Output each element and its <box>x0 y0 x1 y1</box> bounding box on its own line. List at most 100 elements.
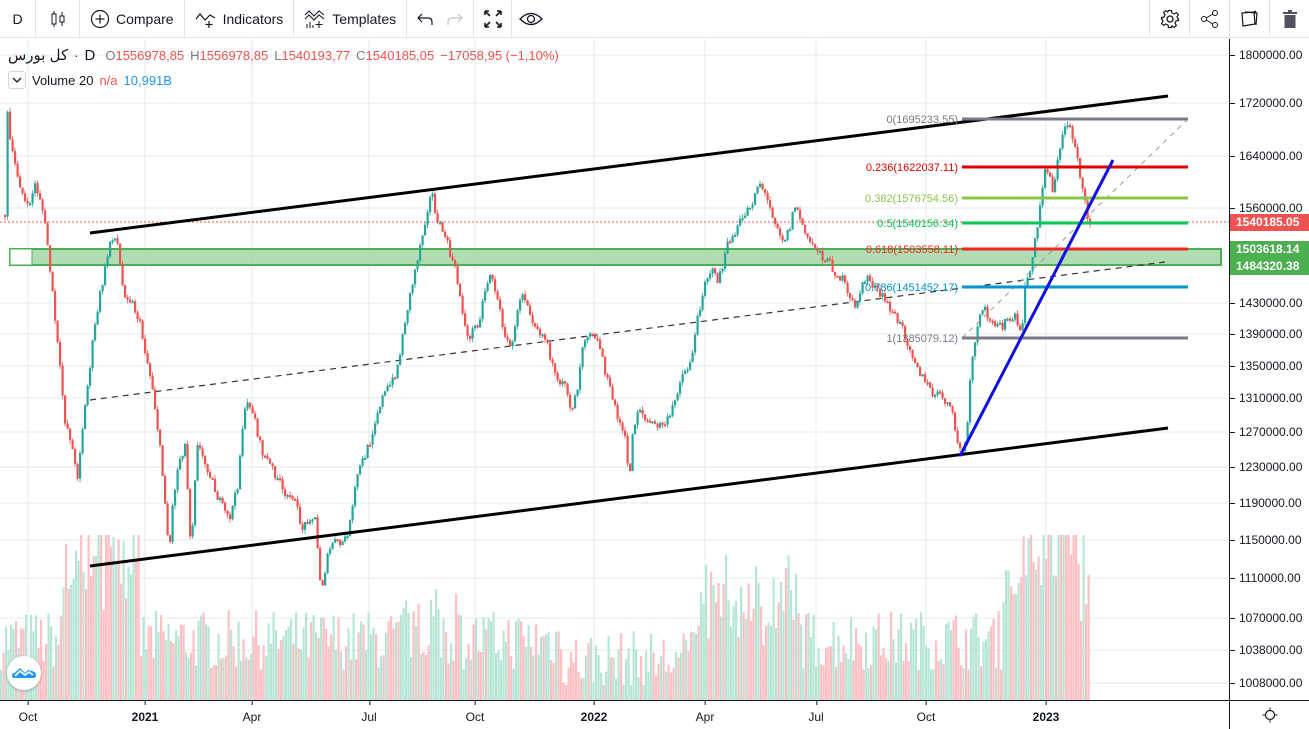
candle-down <box>41 199 44 211</box>
candle-up <box>966 422 969 444</box>
time-tick: Oct <box>465 701 485 724</box>
candle-down <box>139 319 142 322</box>
volume-bar <box>567 667 570 700</box>
chart-pane[interactable]: 0(1695233.55) 0.236(1622037.11) 0.382(1576… <box>0 39 1229 700</box>
symbol-name[interactable]: کل بورس <box>8 47 69 64</box>
candle-down <box>771 207 774 218</box>
candle-up <box>861 282 864 294</box>
candle-up <box>971 356 974 381</box>
candle-down <box>339 539 342 546</box>
volume-bar <box>495 652 498 700</box>
chart-type-button[interactable] <box>36 0 80 38</box>
candle-up <box>471 328 474 339</box>
volume-bar <box>310 622 313 700</box>
volume-bar <box>297 648 300 700</box>
volume-bar <box>680 652 683 700</box>
candle-down <box>616 404 619 420</box>
settings-button[interactable] <box>1149 0 1189 38</box>
compare-button[interactable]: Compare <box>80 0 185 38</box>
candle-up <box>589 333 592 337</box>
axis-settings-button[interactable] <box>1229 700 1309 729</box>
candle-up <box>934 394 937 397</box>
indicators-button[interactable]: Indicators <box>185 0 295 38</box>
volume-bar <box>840 661 843 700</box>
volume-bar <box>430 599 433 700</box>
candle-up <box>486 283 489 292</box>
fib-level-label: 0(1695233.55) <box>886 114 958 126</box>
templates-button[interactable]: Templates <box>294 0 408 38</box>
candle-down <box>26 201 29 204</box>
volume-bar <box>865 632 868 700</box>
volume-bar <box>362 624 365 700</box>
snapshot-eye-button[interactable] <box>512 0 550 38</box>
candle-down <box>594 336 597 339</box>
candle-up <box>234 492 237 506</box>
candle-up <box>784 239 787 242</box>
price-axis[interactable]: 1800000.00 1720000.00 1640000.00 1560000.00… <box>1229 39 1309 700</box>
candle-up <box>514 326 517 342</box>
candle-down <box>294 498 297 501</box>
volume-bar <box>977 636 980 700</box>
candle-up <box>841 275 844 281</box>
volume-bar <box>842 645 845 700</box>
candle-up <box>1066 125 1069 128</box>
volume-bar <box>265 655 268 700</box>
undo-icon[interactable] <box>417 12 433 26</box>
volume-bar <box>872 626 875 700</box>
volume-bar <box>875 629 878 700</box>
candle-up <box>731 236 734 243</box>
volume-bar <box>242 639 245 700</box>
redo-icon[interactable] <box>447 12 463 26</box>
time-axis[interactable]: Oct 2021 Apr Jul Oct 2022 Apr Jul Oct 2023 <box>0 700 1229 729</box>
candle-down <box>644 414 647 420</box>
volume-bar <box>422 651 425 700</box>
candle-down <box>609 377 612 387</box>
volume-bar <box>785 568 788 700</box>
volume-bar <box>110 546 113 700</box>
interval-label: D <box>12 10 23 27</box>
volume-bar <box>237 621 240 700</box>
volume-bar <box>862 669 865 700</box>
volume-bar <box>837 635 840 700</box>
candle-down <box>46 223 49 246</box>
candle-up <box>309 520 312 524</box>
candle-down <box>559 380 562 385</box>
volume-bar <box>635 649 638 700</box>
candle-down <box>809 236 812 243</box>
volume-bar <box>987 631 990 700</box>
volume-bar <box>490 621 493 700</box>
candle-down <box>941 392 944 399</box>
price-tick: 1800000.00 <box>1230 48 1309 62</box>
candle-up <box>111 240 114 243</box>
volume-bar <box>1072 535 1075 700</box>
volume-bar <box>327 646 330 700</box>
fullscreen-button[interactable] <box>474 0 513 38</box>
collapse-legend-button[interactable] <box>8 71 26 89</box>
price-tick: 1038000.00 <box>1230 643 1309 657</box>
candle-up <box>361 458 364 466</box>
time-tick: Jul <box>361 701 377 724</box>
candle-up <box>511 341 514 347</box>
candle-up <box>391 377 394 385</box>
candle-down <box>571 407 574 410</box>
interval-button[interactable]: D <box>0 0 36 38</box>
volume-bar <box>305 612 308 700</box>
delete-button[interactable] <box>1269 0 1309 38</box>
tradingview-logo[interactable] <box>7 656 41 690</box>
candle-up <box>634 424 637 435</box>
candle-up <box>314 517 317 520</box>
volume-bar <box>497 650 500 700</box>
volume-bar <box>440 657 443 700</box>
candle-down <box>116 238 119 244</box>
candle-up <box>979 314 982 327</box>
price-chart-canvas[interactable]: 0(1695233.55) 0.236(1622037.11) 0.382(1576… <box>0 39 1229 700</box>
volume-indicator-name[interactable]: Volume 20 <box>32 72 94 88</box>
share-button[interactable] <box>1189 0 1229 38</box>
volume-bar <box>452 660 455 700</box>
volume-bar <box>1022 536 1025 700</box>
notes-button[interactable] <box>1229 0 1269 38</box>
ohlc-open: O1556978,85 <box>105 47 185 63</box>
candle-down <box>729 241 732 244</box>
volume-bar <box>550 660 553 700</box>
candle-up <box>759 183 762 187</box>
